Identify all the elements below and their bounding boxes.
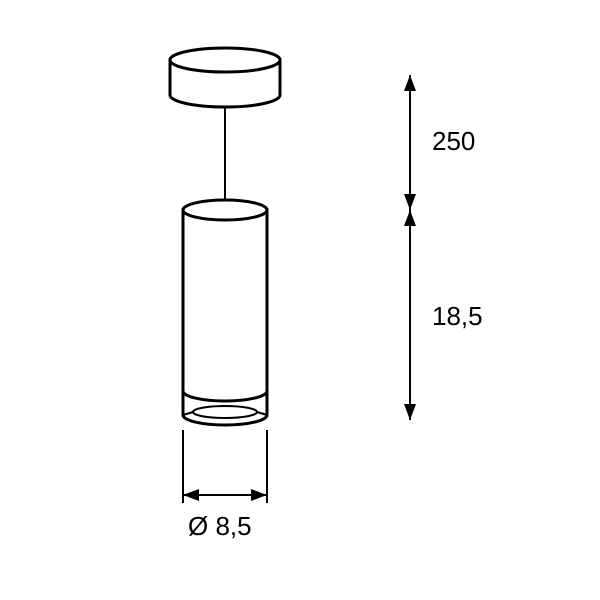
arrowhead-icon [183,489,199,501]
arrowhead-icon [404,75,416,91]
dimension-drawing: 250 18,5 Ø 8,5 [0,0,600,600]
dim-label-diameter: Ø 8,5 [188,511,252,541]
dim-label-cable: 250 [432,126,475,156]
lamp-top [183,200,267,220]
arrowhead-icon [404,210,416,226]
arrowhead-icon [251,489,267,501]
lamp-body [183,210,267,425]
dim-label-body: 18,5 [432,301,483,331]
canopy-top [170,48,280,72]
arrowhead-icon [404,194,416,210]
arrowhead-icon [404,404,416,420]
